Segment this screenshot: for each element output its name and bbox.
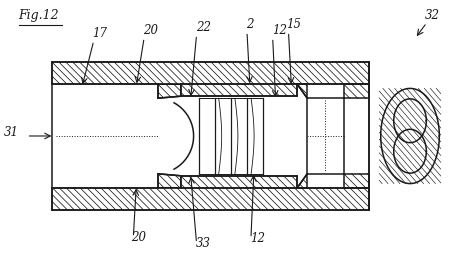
Polygon shape [158,84,181,98]
Bar [344,174,369,188]
Bar [344,84,369,98]
Bar [181,84,297,96]
Text: 32: 32 [425,9,440,22]
Bar [181,176,297,188]
Text: 12: 12 [272,24,287,36]
Text: 2: 2 [246,18,253,31]
Bar [52,188,369,210]
Text: 12: 12 [250,232,265,245]
Bar [181,84,297,96]
Text: 22: 22 [195,21,211,34]
Bar [344,84,369,98]
Bar [181,176,297,188]
Polygon shape [297,84,307,98]
Text: 31: 31 [4,126,19,139]
Polygon shape [297,174,307,188]
Text: 20: 20 [143,24,158,36]
Text: 15: 15 [287,18,302,31]
Polygon shape [158,174,181,188]
Text: 20: 20 [131,232,146,244]
Bar [52,62,369,84]
Text: Fig.12: Fig.12 [19,9,59,22]
Text: 17: 17 [92,27,107,39]
Text: 33: 33 [195,237,211,250]
Bar [52,62,369,84]
Bar [344,174,369,188]
Bar [52,188,369,210]
